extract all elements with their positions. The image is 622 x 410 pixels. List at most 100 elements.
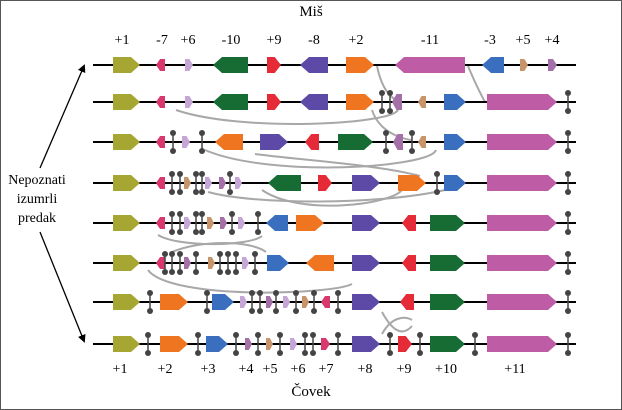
breakpoint-dot: [233, 251, 239, 257]
ancestor-label-line: izumrli: [16, 192, 58, 207]
synteny-block-9: [402, 215, 416, 231]
synteny-block-4: [393, 134, 403, 150]
breakpoint-dot: [217, 269, 223, 275]
breakpoint-dot: [255, 229, 261, 235]
synteny-block-3: [482, 57, 504, 73]
breakpoint-dot: [383, 148, 389, 154]
breakpoint-dot: [417, 350, 423, 356]
breakpoint-dot: [199, 211, 205, 217]
breakpoint-dot: [249, 290, 255, 296]
synteny-block-9: [267, 94, 281, 110]
synteny-block-7: [156, 136, 165, 148]
synteny-block-5: [184, 177, 191, 189]
synteny-block-4: [266, 296, 273, 308]
breakpoint-dot: [147, 290, 153, 296]
synteny-block-2: [346, 57, 374, 73]
breakpoint-dot: [257, 308, 263, 314]
breakpoint-dot: [335, 308, 341, 314]
breakpoint-dot: [565, 251, 571, 257]
breakpoint-dot: [199, 229, 205, 235]
breakpoint-dot: [229, 211, 235, 217]
synteny-block-3: [206, 336, 228, 352]
breakpoint-dot: [147, 308, 153, 314]
breakpoint-dot: [193, 171, 199, 177]
synteny-block-5: [208, 257, 215, 269]
breakpoint-dot: [302, 332, 308, 338]
synteny-block-6: [242, 257, 249, 269]
breakpoint-dot: [193, 269, 199, 275]
breakpoint-dot: [472, 350, 478, 356]
breakpoint-dot: [195, 350, 201, 356]
breakpoint-dot: [145, 350, 151, 356]
synteny-block-9: [400, 294, 414, 310]
inversion-curve: [254, 153, 421, 177]
breakpoint-dot: [311, 290, 317, 296]
synteny-block-10: [213, 94, 248, 110]
breakpoint-dot: [310, 350, 316, 356]
synteny-block-9: [318, 175, 332, 191]
breakpoint-dot: [387, 332, 393, 338]
arrow-down: [39, 231, 86, 343]
breakpoint-dot: [177, 211, 183, 217]
breakpoint-dot: [227, 189, 233, 195]
breakpoint-dot: [145, 332, 151, 338]
synteny-block-6: [235, 177, 242, 189]
bottom-label: +9: [396, 362, 412, 377]
synteny-block-6: [205, 177, 212, 189]
breakpoint-dot: [225, 251, 231, 257]
breakpoint-dot: [169, 251, 175, 257]
synteny-block-7: [156, 177, 165, 189]
top-label: +5: [515, 33, 531, 48]
breakpoint-dot: [217, 251, 223, 257]
breakpoint-dot: [434, 171, 440, 177]
synteny-block-8: [352, 175, 380, 191]
breakpoint-dot: [565, 171, 571, 177]
ancestor-arrows: [39, 64, 86, 343]
synteny-block-2: [296, 215, 324, 231]
breakpoint-dot: [170, 130, 176, 136]
breakpoint-dot: [199, 171, 205, 177]
breakpoint-dot: [177, 269, 183, 275]
breakpoint-dot: [335, 350, 341, 356]
bottom-label: +10: [435, 362, 457, 377]
breakpoint-dot: [565, 211, 571, 217]
top-label: -11: [420, 33, 440, 48]
top-label: +6: [180, 33, 196, 48]
synteny-block-6: [185, 96, 193, 108]
breakpoint-dot: [565, 189, 571, 195]
breakpoint-dot: [387, 108, 393, 114]
synteny-block-4: [219, 177, 226, 189]
synteny-block-8: [260, 134, 288, 150]
synteny-block-1: [113, 294, 140, 310]
rearrangement-curves: [147, 65, 486, 335]
breakpoint-dot: [277, 332, 283, 338]
synteny-block-11: [487, 294, 557, 310]
synteny-block-8: [300, 94, 328, 110]
breakpoint-dot: [293, 308, 299, 314]
synteny-block-2: [160, 336, 188, 352]
synteny-block-10: [430, 336, 465, 352]
breakpoint-dot: [565, 148, 571, 154]
synteny-block-9: [398, 336, 412, 352]
synteny-block-3: [444, 175, 466, 191]
synteny-block-7: [156, 217, 165, 229]
breakpoint-dot: [162, 251, 168, 257]
synteny-block-7: [156, 59, 165, 71]
breakpoint-dot: [193, 251, 199, 257]
synteny-block-2: [215, 134, 243, 150]
synteny-block-3: [444, 134, 466, 150]
breakpoint-dot: [335, 290, 341, 296]
breakpoint-dot: [193, 211, 199, 217]
top-label: -10: [221, 33, 241, 48]
ancestor-label-line: predak: [17, 211, 57, 226]
synteny-block-8: [352, 255, 380, 271]
breakpoint-dot: [249, 308, 255, 314]
synteny-block-7: [321, 296, 330, 308]
breakpoint-dot: [170, 148, 176, 154]
bottom-genome-title: Čovek: [291, 384, 331, 400]
breakpoint-dot: [379, 90, 385, 96]
breakpoint-dot: [162, 269, 168, 275]
breakpoint-dot: [225, 269, 231, 275]
inversion-curve: [381, 311, 413, 333]
